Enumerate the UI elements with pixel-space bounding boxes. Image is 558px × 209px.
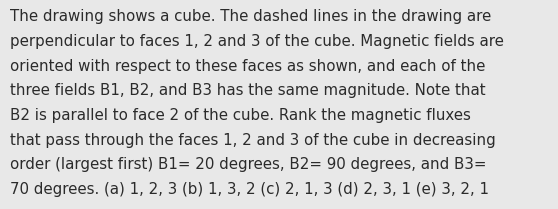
- Text: The drawing shows a cube. The dashed lines in the drawing are: The drawing shows a cube. The dashed lin…: [10, 9, 491, 24]
- Text: order (largest first) B1= 20 degrees, B2= 90 degrees, and B3=: order (largest first) B1= 20 degrees, B2…: [10, 157, 487, 172]
- Text: oriented with respect to these faces as shown, and each of the: oriented with respect to these faces as …: [10, 59, 485, 74]
- Text: perpendicular to faces 1, 2 and 3 of the cube. Magnetic fields are: perpendicular to faces 1, 2 and 3 of the…: [10, 34, 504, 49]
- Text: three fields B1, B2, and B3 has the same magnitude. Note that: three fields B1, B2, and B3 has the same…: [10, 83, 485, 98]
- Text: that pass through the faces 1, 2 and 3 of the cube in decreasing: that pass through the faces 1, 2 and 3 o…: [10, 133, 496, 148]
- Text: 70 degrees. (a) 1, 2, 3 (b) 1, 3, 2 (c) 2, 1, 3 (d) 2, 3, 1 (e) 3, 2, 1: 70 degrees. (a) 1, 2, 3 (b) 1, 3, 2 (c) …: [10, 182, 489, 197]
- Text: B2 is parallel to face 2 of the cube. Rank the magnetic fluxes: B2 is parallel to face 2 of the cube. Ra…: [10, 108, 471, 123]
